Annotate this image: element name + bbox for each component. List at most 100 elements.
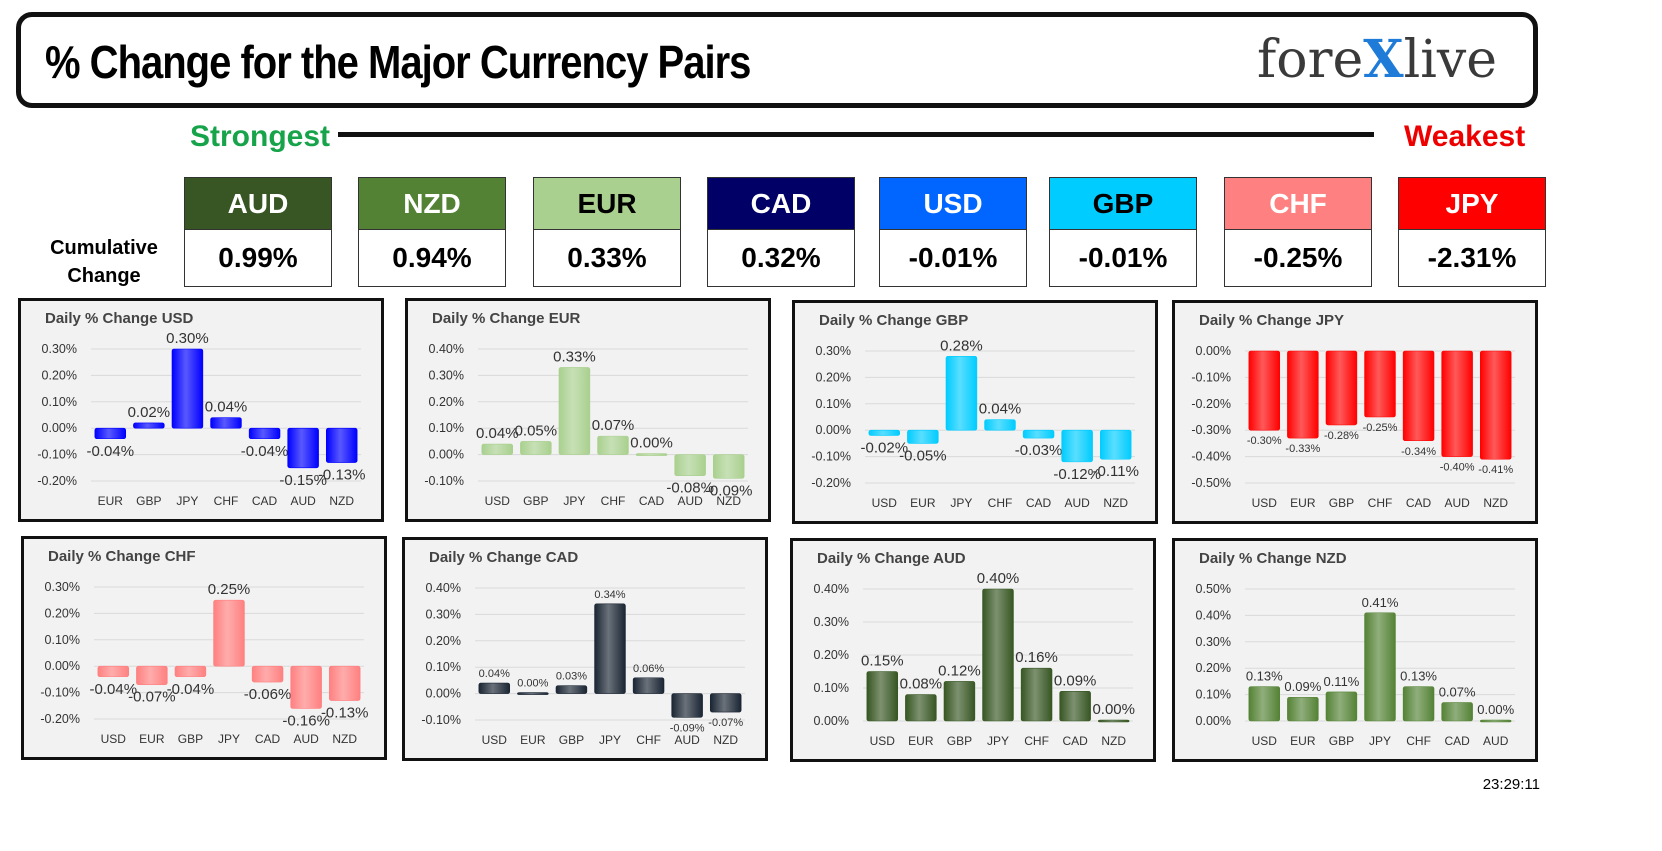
bar-chart: Daily % Change CHF 0.30% 0.20% 0.10% 0.00% -0… [24,539,384,757]
y-tick-label: 0.20% [45,606,80,620]
currency-box-cad: CAD 0.32% [707,177,855,287]
x-tick-label: GBP [178,732,203,746]
chart-title: Daily % Change GBP [819,312,968,329]
data-label: 0.12% [938,662,981,679]
x-tick-label: JPY [987,734,1009,748]
y-tick-label: 0.00% [1196,714,1231,728]
x-tick-label: AUD [293,732,319,746]
currency-name: EUR [534,178,680,230]
x-tick-label: EUR [139,732,165,746]
data-label: 0.30% [166,330,209,347]
bar-chart: Daily % Change NZD 0.50% 0.40% 0.30% 0.20% 0.… [1175,541,1535,759]
currency-cumulative-value: -0.01% [908,242,998,273]
bar-gbp [174,665,207,678]
chart-title: Daily % Change USD [45,310,194,327]
data-label: -0.12% [1053,466,1101,483]
cumulative-label-line2: Change [67,265,141,287]
bar-usd [866,671,899,722]
bar-gbp [1325,350,1358,426]
data-label: 0.04% [205,399,248,416]
data-label: 0.05% [515,422,558,439]
page-title: % Change for the Major Currency Pairs [45,37,751,89]
x-tick-label: USD [482,733,508,747]
x-tick-label: GBP [523,494,548,508]
y-tick-label: 0.10% [429,421,464,435]
currency-box-chf: CHF -0.25% [1224,177,1372,287]
y-tick-label: 0.30% [426,607,461,621]
y-tick-label: -0.10% [37,448,77,462]
x-tick-label: USD [872,496,898,510]
x-tick-label: AUD [677,494,703,508]
weakest-label: Weakest [1404,120,1526,153]
data-label: 0.25% [208,581,251,598]
bar-chf [210,417,242,429]
y-tick-label: 0.10% [42,395,77,409]
x-tick-label: NZD [332,732,357,746]
x-tick-label: CHF [1368,496,1393,510]
y-tick-label: 0.00% [42,421,77,435]
x-tick-label: CHF [988,496,1013,510]
bar-nzd [1097,719,1130,723]
bar-usd [1248,350,1281,431]
logo-text-right: live [1403,30,1497,90]
logo-x-mark: X [1363,29,1404,90]
y-tick-label: 0.30% [1196,635,1231,649]
x-tick-label: JPY [218,732,240,746]
x-tick-label: CHF [636,733,661,747]
data-label: -0.28% [1324,430,1359,442]
currency-name: GBP [1050,178,1196,230]
data-label: -0.13% [321,705,369,722]
x-tick-label: AUD [674,733,700,747]
bar-cad [1059,691,1091,722]
x-tick-label: AUD [1483,734,1509,748]
y-tick-label: -0.30% [1191,423,1231,437]
y-tick-label: 0.10% [814,681,849,695]
x-tick-label: NZD [713,733,738,747]
timestamp: 23:29:11 [1482,776,1540,793]
cumulative-label-line1: Cumulative [50,237,158,259]
x-tick-label: GBP [559,733,584,747]
bar-gbp [1325,691,1358,722]
x-tick-label: EUR [910,496,936,510]
data-label: -0.04% [241,443,289,460]
data-label: 0.00% [517,678,548,690]
data-label: 0.00% [1092,701,1135,718]
y-tick-label: -0.10% [811,450,851,464]
data-label: 0.33% [553,348,596,365]
chart-panel-5: Daily % Change CAD 0.40% 0.30% 0.20% 0.10% 0.… [402,537,768,761]
data-label: 0.41% [1362,595,1399,610]
y-tick-label: 0.40% [1196,608,1231,622]
bar-chart: Daily % Change CAD 0.40% 0.30% 0.20% 0.10% 0.… [405,540,765,758]
data-label: -0.40% [1440,462,1475,474]
data-label: -0.33% [1285,443,1320,455]
y-tick-label: -0.50% [1191,476,1231,490]
bar-cad [251,665,284,683]
x-tick-label: EUR [98,494,124,508]
data-label: 0.08% [900,676,943,693]
y-tick-label: 0.20% [814,648,849,662]
currency-cumulative-value: 0.94% [392,242,472,273]
y-tick-label: -0.20% [1191,397,1231,411]
y-tick-label: 0.00% [1196,344,1231,358]
chart-panel-4: Daily % Change CHF 0.30% 0.20% 0.10% 0.00% -0… [21,536,387,760]
currency-name: JPY [1399,178,1545,230]
x-tick-label: NZD [716,494,741,508]
bar-usd [868,429,901,436]
data-label: 0.07% [1439,685,1476,700]
data-label: 0.02% [128,404,171,421]
chart-title: Daily % Change AUD [817,550,966,567]
bar-eur [517,692,549,695]
x-tick-label: CHF [601,494,626,508]
bar-usd [478,682,511,694]
data-label: -0.34% [1401,446,1436,458]
data-label: -0.05% [899,447,947,464]
bar-aud [1441,350,1473,457]
x-tick-label: EUR [908,734,934,748]
data-label: -0.09% [705,482,753,499]
data-label: 0.40% [977,570,1020,587]
bar-aud [674,454,706,477]
x-tick-label: CAD [1444,734,1470,748]
bar-cad [1402,350,1435,442]
x-tick-label: EUR [1290,734,1316,748]
bar-chf [1020,667,1053,722]
